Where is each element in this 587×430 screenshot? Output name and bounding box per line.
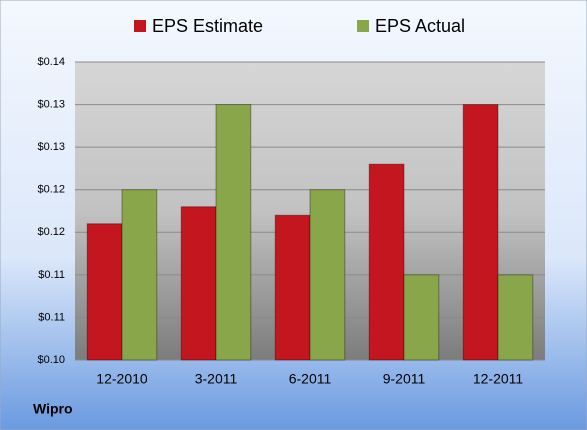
legend-swatch [134, 20, 146, 32]
bar [215, 104, 252, 361]
bar [86, 223, 123, 361]
bar [497, 274, 534, 361]
y-tick-label: $0.11 [38, 311, 65, 323]
bar [309, 189, 346, 361]
bar [462, 104, 499, 361]
legend-label: EPS Actual [375, 16, 465, 36]
y-tick-label: $0.12 [37, 184, 65, 196]
bar [368, 163, 405, 361]
x-tick-label: 12-2010 [96, 371, 148, 387]
y-tick-label: $0.13 [37, 98, 65, 110]
bar [403, 274, 440, 361]
y-tick-label: $0.14 [37, 56, 65, 68]
x-tick-label: 9-2011 [383, 371, 426, 387]
legend-swatch [357, 20, 369, 32]
y-tick-label: $0.10 [37, 354, 65, 366]
legend-label: EPS Estimate [152, 16, 263, 36]
y-tick-label: $0.13 [37, 141, 65, 153]
bar [180, 206, 217, 361]
y-tick-label: $0.12 [37, 226, 65, 238]
caption: Wipro [33, 401, 73, 417]
x-tick-label: 3-2011 [195, 371, 238, 387]
x-tick-label: 6-2011 [289, 371, 332, 387]
x-tick-label: 12-2011 [473, 371, 524, 387]
bar [121, 189, 158, 361]
bar [274, 214, 311, 361]
y-tick-label: $0.11 [38, 269, 65, 281]
